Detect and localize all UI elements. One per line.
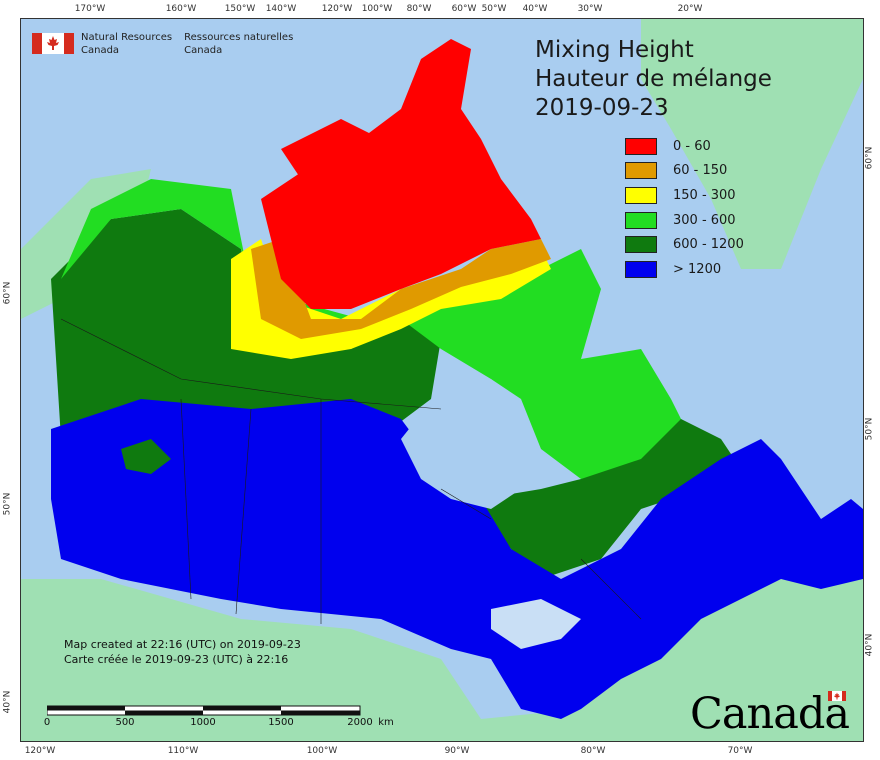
- lake-west: [121, 439, 171, 474]
- hudson-bay: [401, 379, 531, 509]
- legend-item: 300 - 600: [625, 208, 744, 233]
- legend-swatch: [625, 186, 657, 204]
- lon-tick-top: 160°W: [165, 4, 197, 14]
- agency-name-en-line1: Natural Resources: [81, 32, 173, 43]
- scale-label: 1000: [190, 717, 216, 728]
- scale-bar-graphic: [46, 705, 361, 716]
- zone-0-60-arctic: [261, 39, 541, 309]
- agency-name-fr-line2: Canada: [184, 45, 223, 56]
- canada-flag-icon: [32, 33, 74, 54]
- lon-tick-top: 50°W: [481, 4, 507, 14]
- zone-300-600-north: [61, 179, 701, 479]
- lat-tick-left: 50°N: [2, 492, 13, 516]
- credit-french: Carte créée le 2019-09-23 (UTC) à 22:16: [64, 653, 289, 666]
- scale-label: 0: [43, 717, 51, 728]
- agency-signature: Natural Resources Canada Ressources natu…: [32, 31, 293, 57]
- legend-item: 600 - 1200: [625, 232, 744, 257]
- lon-tick-top: 20°W: [677, 4, 703, 14]
- legend-item: 60 - 150: [625, 159, 744, 184]
- lon-tick-top: 100°W: [361, 4, 393, 14]
- lon-tick-bottom: 100°W: [306, 746, 338, 756]
- wordmark-flag-icon: [828, 691, 846, 701]
- lat-tick-right: 50°N: [864, 417, 875, 441]
- agency-name-fr: Ressources naturelles Canada: [184, 31, 293, 57]
- lon-tick-bottom: 90°W: [444, 746, 470, 756]
- mixing-height-map[interactable]: [21, 19, 863, 741]
- zone-600-1200-east: [481, 419, 741, 579]
- lat-tick-right: 40°N: [864, 633, 875, 657]
- lon-tick-bottom: 120°W: [24, 746, 56, 756]
- lon-tick-bottom: 70°W: [727, 746, 753, 756]
- lon-tick-bottom: 110°W: [167, 746, 199, 756]
- legend-item: > 1200: [625, 257, 744, 282]
- zone-gt-1200: [51, 399, 863, 719]
- legend-item: 0 - 60: [625, 134, 744, 159]
- lon-tick-top: 150°W: [224, 4, 256, 14]
- scale-unit: km: [378, 717, 394, 728]
- lon-tick-bottom: 80°W: [580, 746, 606, 756]
- title-date: 2019-09-23: [535, 95, 669, 121]
- legend-label: 600 - 1200: [673, 237, 744, 253]
- map-credit: Map created at 22:16 (UTC) on 2019-09-23…: [64, 637, 301, 667]
- legend-label: 150 - 300: [673, 187, 736, 203]
- lat-tick-left: 40°N: [2, 690, 13, 714]
- province-boundaries: [60, 318, 642, 624]
- agency-name-en-line2: Canada: [81, 45, 120, 56]
- legend-label: 300 - 600: [673, 212, 736, 228]
- legend-label: 0 - 60: [673, 138, 711, 154]
- lat-tick-left: 60°N: [2, 281, 13, 305]
- lon-tick-top: 80°W: [406, 4, 432, 14]
- great-lakes: [491, 599, 581, 649]
- lat-tick-right: 60°N: [864, 146, 875, 170]
- legend-swatch: [625, 236, 657, 254]
- legend-swatch: [625, 162, 657, 180]
- lon-tick-top: 30°W: [577, 4, 603, 14]
- legend-swatch: [625, 211, 657, 229]
- us-landmass: [21, 559, 863, 741]
- legend-label: 60 - 150: [673, 163, 728, 179]
- canada-wordmark: Canada: [690, 689, 850, 739]
- title-english: Mixing Height: [535, 37, 694, 63]
- legend-swatch: [625, 260, 657, 278]
- lon-tick-top: 120°W: [321, 4, 353, 14]
- agency-name-en: Natural Resources Canada: [81, 31, 172, 57]
- legend-label: > 1200: [673, 261, 722, 277]
- lon-tick-top: 60°W: [451, 4, 477, 14]
- scale-bar: 0 500 1000 1500 2000 km: [44, 703, 394, 728]
- lon-tick-top: 40°W: [522, 4, 548, 14]
- scale-label: 500: [115, 717, 135, 728]
- title-french: Hauteur de mélange: [535, 66, 772, 92]
- legend-item: 150 - 300: [625, 183, 744, 208]
- map-frame: [20, 18, 864, 742]
- lon-tick-top: 170°W: [74, 4, 106, 14]
- zone-0-60-arctic-islands: [281, 119, 381, 179]
- scale-label: 2000: [347, 717, 373, 728]
- lon-tick-top: 140°W: [265, 4, 297, 14]
- legend-swatch: [625, 137, 657, 155]
- credit-english: Map created at 22:16 (UTC) on 2019-09-23: [64, 638, 301, 651]
- scale-label: 1500: [268, 717, 294, 728]
- greenland-landmass: [641, 19, 863, 269]
- legend: 0 - 60 60 - 150 150 - 300 300 - 600 600 …: [625, 134, 744, 282]
- map-title: Mixing Height Hauteur de mélange 2019-09…: [535, 36, 772, 123]
- agency-name-fr-line1: Ressources naturelles: [184, 32, 294, 43]
